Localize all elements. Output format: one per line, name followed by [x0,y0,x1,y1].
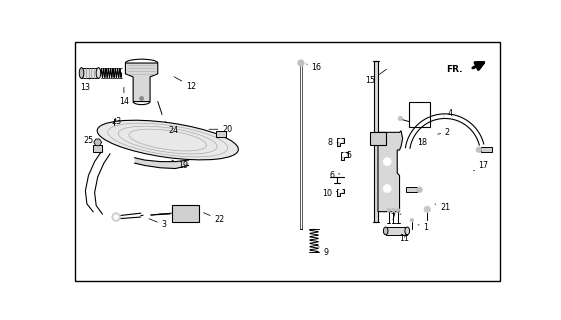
Circle shape [298,60,304,66]
Text: 11: 11 [399,234,409,243]
Polygon shape [337,188,344,196]
Text: 21: 21 [435,203,450,212]
Text: 8: 8 [328,138,338,147]
Circle shape [396,208,399,212]
Circle shape [476,147,481,152]
Polygon shape [341,152,348,160]
Text: 13: 13 [80,78,90,92]
Circle shape [424,206,430,212]
Polygon shape [135,158,188,169]
Text: 17: 17 [473,161,489,171]
Circle shape [95,140,100,145]
Text: 7: 7 [391,212,401,221]
Circle shape [383,185,391,192]
Circle shape [114,215,118,219]
Polygon shape [481,147,492,152]
Polygon shape [370,132,386,145]
Polygon shape [378,131,403,212]
Circle shape [339,189,343,193]
Circle shape [398,116,402,121]
Circle shape [392,208,395,212]
Text: 19: 19 [172,160,188,170]
Text: 22: 22 [204,213,224,224]
Polygon shape [407,187,417,192]
Text: 3: 3 [147,218,167,229]
Polygon shape [81,68,99,78]
Circle shape [111,112,117,118]
Circle shape [343,153,346,156]
Text: 1: 1 [418,222,428,232]
Text: 5: 5 [346,151,351,160]
Text: 18: 18 [417,138,427,147]
Text: 12: 12 [174,77,196,91]
Text: 6: 6 [329,171,340,180]
Circle shape [140,97,144,100]
Text: 10: 10 [322,189,337,198]
Polygon shape [386,227,407,235]
Circle shape [112,213,121,221]
Ellipse shape [97,120,238,160]
Ellipse shape [79,68,84,78]
Text: FR.: FR. [446,65,463,74]
Text: 20: 20 [209,125,232,134]
Polygon shape [217,131,226,137]
Polygon shape [126,63,158,101]
Text: 16: 16 [307,63,321,72]
Circle shape [387,208,390,212]
Ellipse shape [383,227,388,235]
Text: 25: 25 [84,136,98,145]
Circle shape [410,219,413,222]
Ellipse shape [96,68,101,78]
Polygon shape [374,61,378,222]
Text: 2: 2 [438,128,450,137]
Polygon shape [337,139,344,146]
Circle shape [162,115,166,119]
Text: 9: 9 [319,246,328,257]
Polygon shape [93,145,102,152]
Polygon shape [172,205,199,222]
Text: 4: 4 [444,109,453,118]
Circle shape [417,187,422,192]
Text: 14: 14 [119,87,129,106]
Circle shape [144,212,150,219]
Text: 24: 24 [165,122,178,135]
Text: 23: 23 [111,117,121,126]
Circle shape [383,158,391,165]
Text: 15: 15 [365,69,387,85]
Circle shape [339,139,343,143]
Ellipse shape [405,227,410,235]
